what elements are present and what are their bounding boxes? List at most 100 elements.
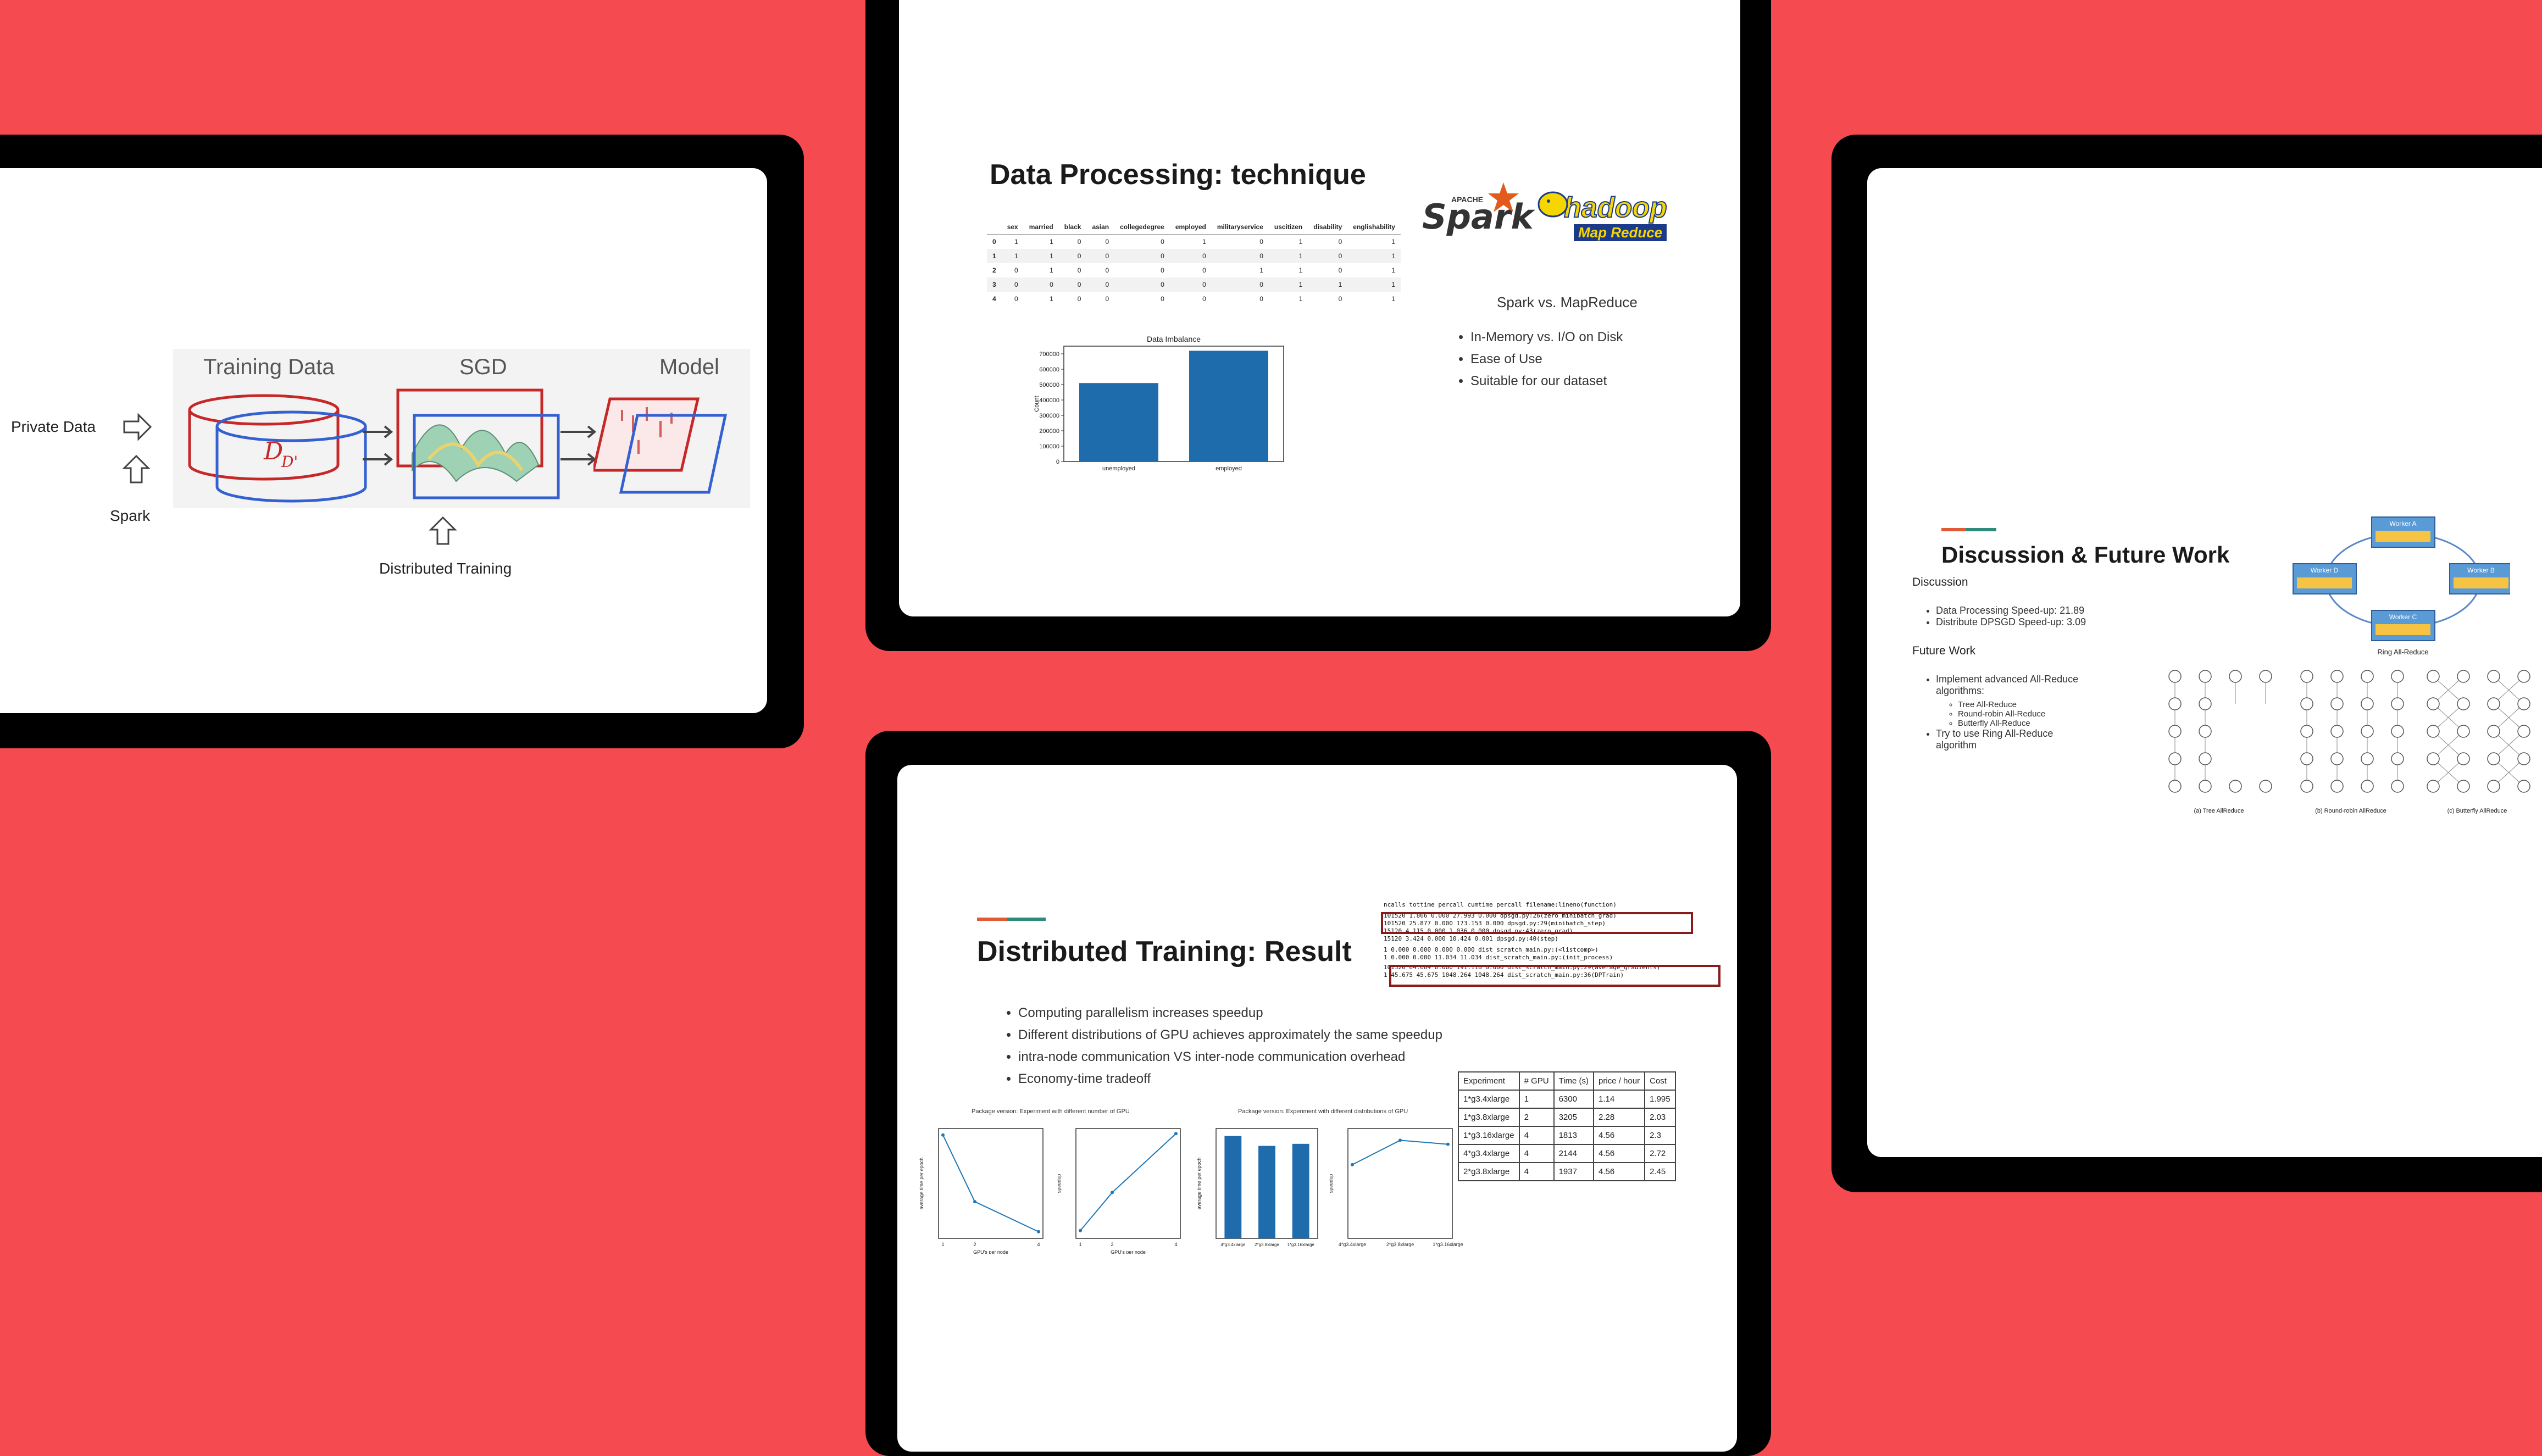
sgd-surface: [396, 388, 560, 499]
series-line: [1080, 1133, 1176, 1231]
y-axis-label: Count: [1034, 396, 1040, 412]
table-header-cell: englishability: [1347, 220, 1401, 235]
graph-node: [2330, 752, 2344, 765]
worker-a-label: Worker A: [2389, 520, 2416, 527]
x-tick-label: 4: [1174, 1242, 1177, 1247]
table-cell: 0: [1161, 238, 1164, 246]
table-cell: 1: [1268, 249, 1308, 263]
table-cell: 0: [1259, 238, 1263, 246]
results-cell: 4: [1518, 1144, 1555, 1163]
y-tick-label: 300000: [1039, 413, 1059, 419]
distribution-speedup-chart: 4*g3.4xlarge 2*g3.8xlarge 1*g3.16xlarge spe…: [1328, 1128, 1463, 1247]
y-tick-label: 0: [1056, 459, 1059, 465]
series-line: [942, 1135, 1039, 1232]
y-tick-label: 400000: [1039, 397, 1059, 404]
y-tick-label: 200000: [1039, 428, 1059, 435]
accent-bar-teal: [1966, 528, 1996, 531]
graph-node: [2330, 725, 2344, 738]
results-cell: 1.14: [1593, 1090, 1646, 1109]
table-header-cell: collegedegree: [1114, 220, 1170, 235]
x-tick-label: 4*g3.4xlarge: [1220, 1242, 1245, 1247]
arrow-right-icon: [123, 413, 152, 441]
series-line: [1352, 1140, 1448, 1165]
graph-caption: (a) Tree AllReduce: [2194, 808, 2244, 814]
graph-node: [2427, 670, 2440, 683]
hadoop-logo: hadoop: [1563, 191, 1668, 224]
table-cell: 0: [1161, 266, 1164, 274]
table-cell: 1: [1023, 249, 1059, 263]
graph-node: [2391, 697, 2404, 710]
technique-bullets: In-Memory vs. I/O on Disk Ease of Use Su…: [1448, 330, 1623, 396]
result-bullets: Computing parallelism increases speedup …: [996, 1005, 1442, 1093]
table-cell: 1: [1050, 238, 1053, 246]
highlight-box: [1381, 912, 1693, 934]
graph-node: [2361, 752, 2374, 765]
graph-edge: [2493, 758, 2524, 787]
graph-node: [2330, 670, 2344, 683]
results-cell: 4*g3.4xlarge: [1458, 1144, 1520, 1163]
profile-line: 1 0.000 0.000 0.000 0.000 dist_scratch_m…: [1384, 946, 1599, 953]
table-cell: 0: [1077, 238, 1081, 246]
profile-line: 1 0.000 0.000 11.034 11.034 dist_scratch…: [1384, 954, 1613, 961]
graph-node: [2168, 697, 2182, 710]
graph-node: [2487, 752, 2500, 765]
graph-node: [2199, 670, 2212, 683]
table-row: 2*g3.8xlarge 4 1937 4.56 2.45: [1458, 1162, 1676, 1181]
bullet-item: Data Processing Speed-up: 21.89: [1936, 605, 2086, 616]
ring-caption: Ring All-Reduce: [2377, 648, 2428, 656]
results-cell: 3205: [1553, 1108, 1595, 1127]
table-cell: 1: [1050, 266, 1053, 274]
plot-frame: [938, 1128, 1044, 1239]
y-tick-label: 500000: [1039, 382, 1059, 388]
profile-line: 1 45.675 45.675 1048.264 1048.264 dist_s…: [1384, 971, 1624, 979]
table-header-cell: asian: [1086, 220, 1115, 235]
table-cell: 1: [1347, 249, 1401, 263]
y-axis-label: average time per epoch: [919, 1158, 924, 1210]
training-data-cylinders: D D': [188, 394, 367, 503]
table-cell: 0: [1077, 295, 1081, 303]
cylinder-label: D: [263, 437, 283, 465]
table-header-cell: employed: [1169, 220, 1212, 235]
x-tick-label: 4: [1037, 1242, 1040, 1247]
table-row: 4 0 1 0 0 0 0 0 1 0 1: [987, 292, 1401, 306]
table-cell: 1: [1391, 266, 1395, 274]
x-tick-label: 2: [973, 1242, 976, 1247]
table-header-cell: disability: [1308, 220, 1348, 235]
worker-c-label: Worker C: [2389, 613, 2417, 621]
chart-pair2-title: Package version: Experiment with differe…: [1238, 1108, 1408, 1115]
graph-caption: (b) Round-robin AllReduce: [2315, 808, 2386, 814]
results-cell: 1813: [1553, 1126, 1595, 1145]
results-cell: 2: [1518, 1108, 1555, 1127]
graph-node: [2487, 670, 2500, 683]
accent-bar-red: [1941, 528, 1966, 531]
ring-allreduce-diagram: Worker A Worker B Worker C Worker D Ring…: [2293, 516, 2510, 656]
graph-node: [2300, 752, 2313, 765]
worker-node: Worker C: [2371, 610, 2435, 641]
graph-node: [2517, 780, 2530, 793]
table-cell: 0: [1014, 266, 1018, 274]
bullet-item: In-Memory vs. I/O on Disk: [1470, 330, 1623, 345]
table-cell: 3: [987, 277, 1002, 292]
slide-screen-bottom-center: Distributed Training: Result ncalls tott…: [897, 765, 1737, 1452]
table-header-cell: sex: [1001, 220, 1024, 235]
graph-caption: (c) Butterfly AllReduce: [2447, 808, 2507, 814]
table-cell: 0: [992, 238, 996, 246]
table-cell: 1: [1014, 238, 1018, 246]
data-point: [1398, 1138, 1402, 1142]
slide-screen-left: Private Data Spark Training Data SGD Mod…: [0, 168, 767, 713]
graph-node: [2391, 725, 2404, 738]
graph-node: [2300, 725, 2313, 738]
worker-d-label: Worker D: [2311, 566, 2339, 574]
accent-bar-red: [977, 918, 1007, 921]
table-cell: 0: [1202, 266, 1206, 274]
bullet-item: Suitable for our dataset: [1470, 374, 1623, 389]
spark-vs-mapreduce-caption: Spark vs. MapReduce: [1497, 294, 1638, 310]
table-cell: 0: [1202, 295, 1206, 303]
table-row: 1*g3.4xlarge 1 6300 1.14 1.995: [1458, 1090, 1676, 1109]
data-point: [941, 1133, 945, 1137]
table-cell: 0: [1338, 266, 1342, 274]
x-tick-label: 2*g3.8xlarge: [1386, 1242, 1414, 1247]
graph-node: [2427, 752, 2440, 765]
